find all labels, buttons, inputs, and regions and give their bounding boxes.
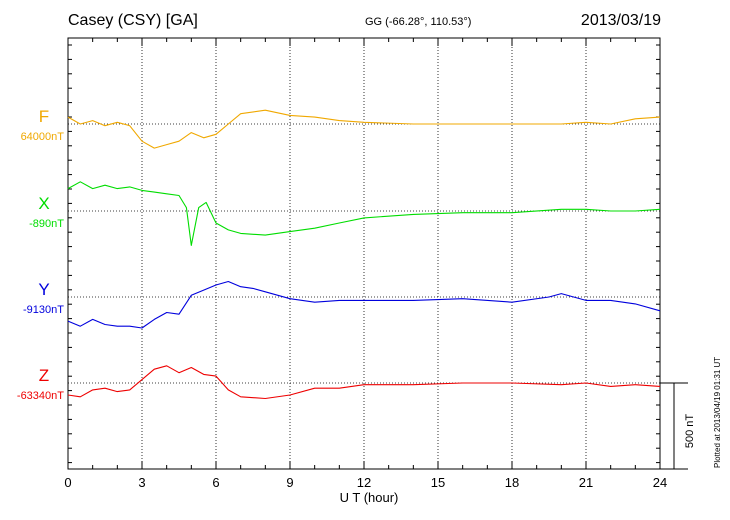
series-name-y: Y: [38, 280, 49, 299]
plot-date: 2013/03/19: [580, 12, 661, 29]
scale-bar-label: 500 nT: [684, 414, 696, 449]
series-name-z: Z: [39, 366, 49, 385]
x-tick-label: 24: [653, 475, 667, 490]
series-line-y: [67, 280, 661, 329]
x-tick-label: 3: [138, 475, 145, 490]
x-tick-label: 12: [357, 475, 371, 490]
x-tick-label: 15: [431, 475, 445, 490]
series-line-f: [67, 109, 661, 149]
x-tick-label: 21: [579, 475, 593, 490]
x-tick-label: 18: [505, 475, 519, 490]
series-line-z: [67, 365, 661, 400]
baseline-label-z: -63340nT: [17, 390, 64, 402]
x-tick-label: 6: [212, 475, 219, 490]
series-name-x: X: [38, 194, 49, 213]
series-name-f: F: [39, 107, 49, 126]
x-tick-label: 9: [286, 475, 293, 490]
baseline-label-x: -890nT: [29, 218, 64, 230]
baseline-label-f: 64000nT: [21, 131, 65, 143]
series-line-x: [67, 181, 661, 246]
geographic-coordinates: GG (-66.28°, 110.53°): [365, 16, 472, 28]
baseline-label-y: -9130nT: [23, 304, 64, 316]
station-title: Casey (CSY) [GA]: [68, 12, 198, 29]
x-axis-label: U T (hour): [340, 490, 399, 505]
x-tick-label: 0: [64, 475, 71, 490]
